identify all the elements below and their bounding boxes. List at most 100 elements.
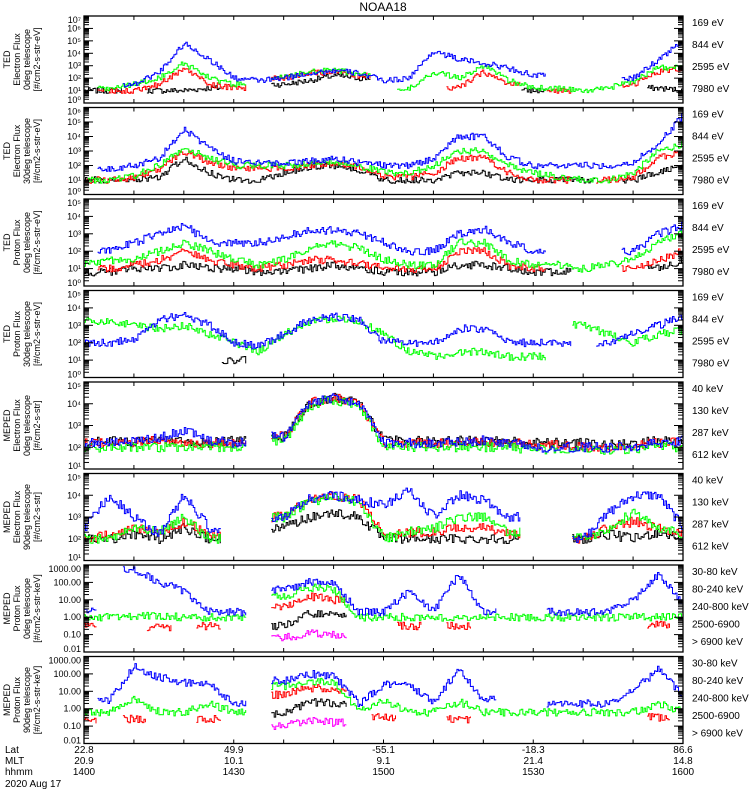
panel-frame [83,472,684,562]
legend-entry: 40 keV [692,384,723,395]
y-axis-label-line: 30deg telescope [22,118,32,184]
y-axis-label-line: Proton Flux [12,310,22,357]
series-line-7980-ev [84,257,683,277]
y-tick-label: 1.00 [63,612,81,622]
y-tick-label: 1.00 [63,704,81,714]
legend-entry: 844 eV [692,223,724,234]
y-tick-label: 10² [68,73,81,83]
y-tick-label: 10¹ [68,264,81,274]
y-axis-label-line: TED [2,141,12,160]
y-axis-label-line: Electron Flux [12,124,22,177]
series-line-40-kev [84,487,683,543]
y-tick-label: 10⁰ [67,278,81,288]
legend-entry: 7980 eV [692,267,730,278]
x-tick-label: -18.3 [522,745,545,756]
series-line-844-ev [84,140,683,184]
y-tick-label: 10⁴ [67,490,81,500]
series-line-2500-6900 [271,698,347,718]
y-axis-label-line: Electron Flux [12,490,22,543]
legend-entry: 30-80 keV [692,659,738,670]
y-tick-label: 10² [68,246,81,256]
legend-entry: 169 eV [692,18,724,29]
y-tick-label: 10¹ [68,553,81,563]
y-axis-label-line: [#/cm2-s-str] [32,492,42,542]
x-tick-label: 1430 [223,767,246,778]
y-axis-label-line: [#/cm2-s-str-eV] [32,27,42,91]
x-tick-label: 1400 [73,767,96,778]
x-tick-label: 86.6 [673,745,693,756]
y-tick-label: 10⁶ [67,107,81,117]
series-line-169-ev [97,113,683,172]
y-axis-label-line: 30deg telescope [22,301,32,367]
y-tick-label: 10¹ [68,175,81,185]
legend-entry: > 6900 keV [692,637,743,648]
y-tick-label: 10¹ [68,355,81,365]
legend-entry: 7980 eV [692,84,730,95]
y-tick-label: 10⁵ [67,473,81,483]
panel-7: 0.01 0.10 1.00 10.00 100.00 1000.00 MEPED Proto… [2,564,749,654]
y-tick-label: 10³ [68,146,81,156]
legend-entry: 844 eV [692,40,724,51]
legend-entry: 2595 eV [692,245,730,256]
series-line-169-ev [122,41,683,88]
panel-5: 10¹ 10² 10³ 10⁴ 10⁵ MEPED Electron Flux 0deg te… [2,381,729,471]
y-tick-label: 10⁰ [67,187,81,197]
y-tick-label: 10⁵ [67,290,81,300]
y-tick-label: 10⁵ [67,36,81,46]
legend-entry: 40 keV [692,476,723,487]
y-tick-label: 10² [68,534,81,544]
series-line-169-ev [84,312,683,350]
y-tick-label: 10⁰ [67,95,81,105]
y-tick-label: 10³ [68,421,81,431]
y-axis-label-line: Electron Flux [12,33,22,86]
panel-8: 0.01 0.10 1.00 10.00 100.00 1000.00 MEPED Proto… [2,656,749,746]
y-axis-label-line: 0deg telescope [22,29,32,90]
y-tick-label: 10⁵ [67,198,81,208]
y-tick-label: 10⁵ [67,381,81,391]
y-axis-label-line: 90deg telescope [22,484,32,550]
y-axis-label-line: Electron Flux [12,399,22,452]
legend-entry: 240-800 keV [692,694,749,705]
y-axis-label-line: 0deg telescope [22,578,32,639]
series-line-844-ev [84,230,683,273]
series-line-80-240-kev [84,583,683,622]
legend-entry: 2595 eV [692,337,730,348]
y-tick-label: 1000.00 [48,564,81,574]
y-axis-label-line: 0deg telescope [22,212,32,273]
y-axis-label-line: MEPED [2,501,12,534]
legend-entry: 30-80 keV [692,567,738,578]
y-tick-label: 10⁴ [67,399,81,409]
legend-entry: 844 eV [692,132,724,143]
y-axis-label-line: [#/cm2-s-str-eV] [32,210,42,274]
y-tick-label: 0.01 [63,644,81,654]
legend-entry: 169 eV [692,110,724,121]
y-axis-label-line: MEPED [2,592,12,625]
series-line-80-240-kev [84,677,683,717]
y-tick-label: 0.01 [63,736,81,746]
y-tick-label: 1000.00 [48,656,81,666]
x-tick-label: 1530 [522,767,545,778]
y-axis-label-line: 0deg telescope [22,395,32,456]
legend-entry: 2500-6900 [692,620,740,631]
legend-entry: 130 keV [692,406,729,417]
y-tick-label: 10⁵ [67,117,81,127]
x-tick-label: -55.1 [372,745,395,756]
y-axis-label-line: MEPED [2,409,12,442]
y-axis-label-line: 90deg telescope [22,667,32,733]
panel-3: 10⁰ 10¹ 10² 10³ 10⁴ 10⁵ TED Proton Flux 0deg tel… [2,198,730,288]
legend-entry: 2595 eV [692,62,730,73]
y-axis-label-line: Proton Flux [12,676,22,723]
y-tick-label: 10¹ [68,86,81,96]
y-axis-label-line: TED [2,233,12,252]
y-axis-label-line: TED [2,50,12,69]
series-line-2595-ev [97,66,683,94]
y-tick-label: 10³ [68,320,81,330]
legend-entry: 844 eV [692,315,724,326]
legend-entry: 130 keV [692,498,729,509]
legend-entry: 7980 eV [692,176,730,187]
legend-entry: 612 keV [692,450,729,461]
series-line-30-80-kev [97,663,683,708]
y-axis-label-line: [#/cm2-s-str-eV] [32,302,42,366]
